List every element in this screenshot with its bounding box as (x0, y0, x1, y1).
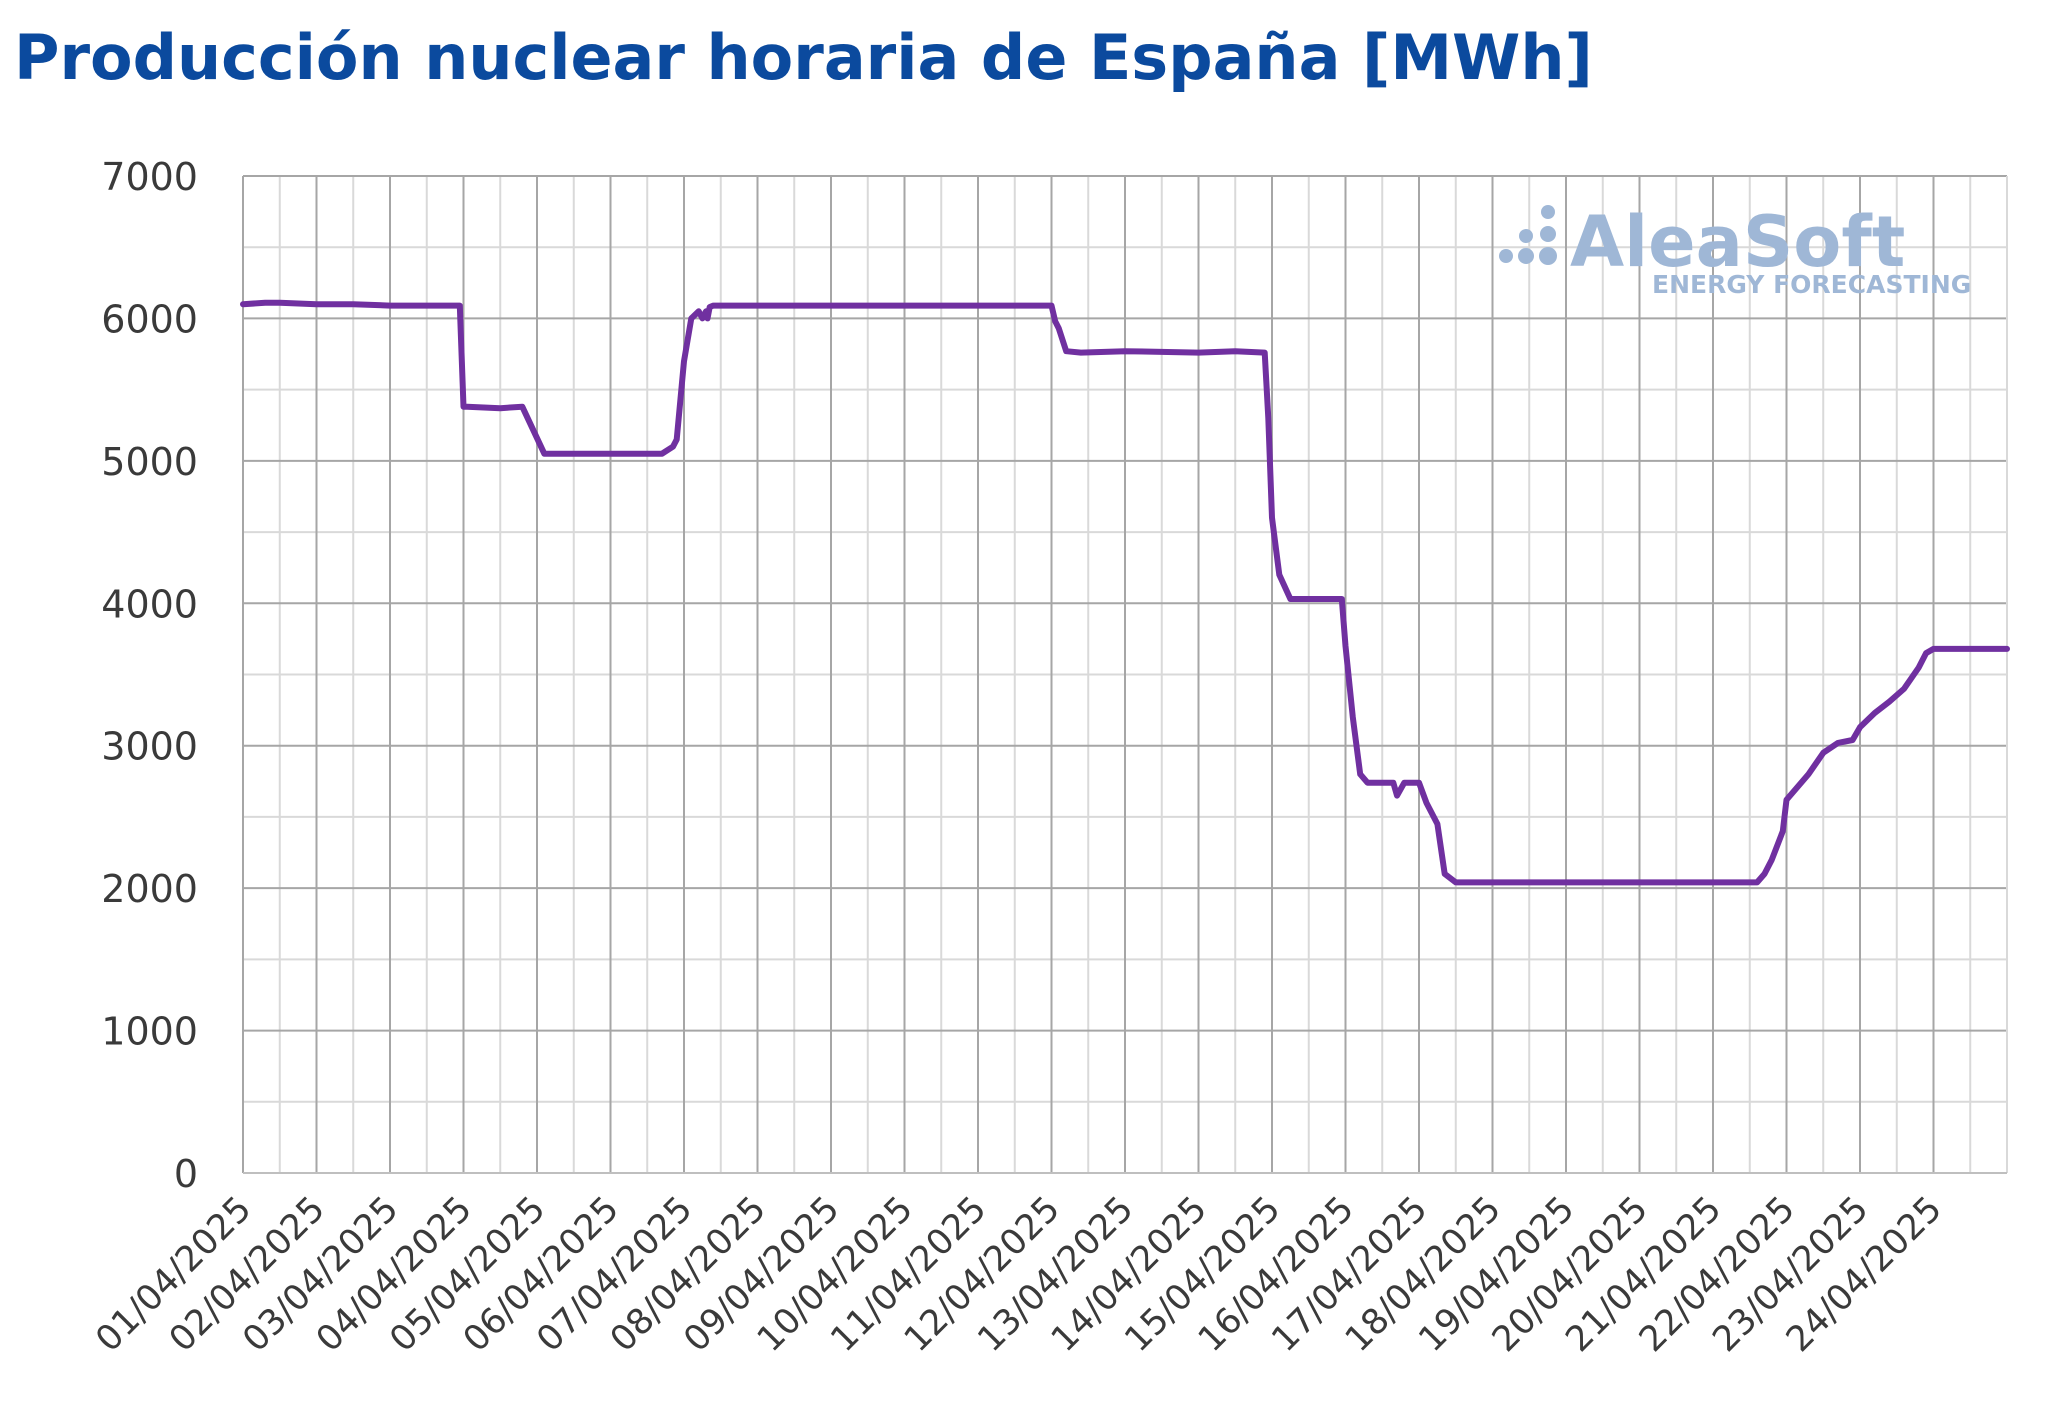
logo-dots-icon (1499, 205, 1557, 265)
y-axis-tick-labels: 0 1000 2000 3000 4000 5000 6000 7000 (101, 155, 198, 1196)
y-tick-label: 1000 (101, 1010, 198, 1054)
aleasoft-logo: AleaSoft ENERGY FORECASTING (1499, 201, 1971, 299)
y-tick-label: 7000 (101, 155, 198, 199)
y-tick-label: 4000 (101, 582, 198, 626)
y-tick-label: 6000 (101, 297, 198, 341)
x-axis-tick-labels: 01/04/202502/04/202503/04/202504/04/2025… (88, 1189, 1949, 1360)
y-tick-label: 5000 (101, 440, 198, 484)
y-tick-label: 0 (174, 1152, 198, 1196)
logo-tagline: ENERGY FORECASTING (1652, 270, 1971, 299)
y-tick-label: 3000 (101, 725, 198, 769)
y-tick-label: 2000 (101, 867, 198, 911)
chart-title: Producción nuclear horaria de España [MW… (14, 21, 1593, 94)
grid-major-lines (242, 175, 2008, 1173)
series-line-nuclear (240, 299, 2010, 886)
logo-wordmark: AleaSoft (1570, 201, 1905, 283)
